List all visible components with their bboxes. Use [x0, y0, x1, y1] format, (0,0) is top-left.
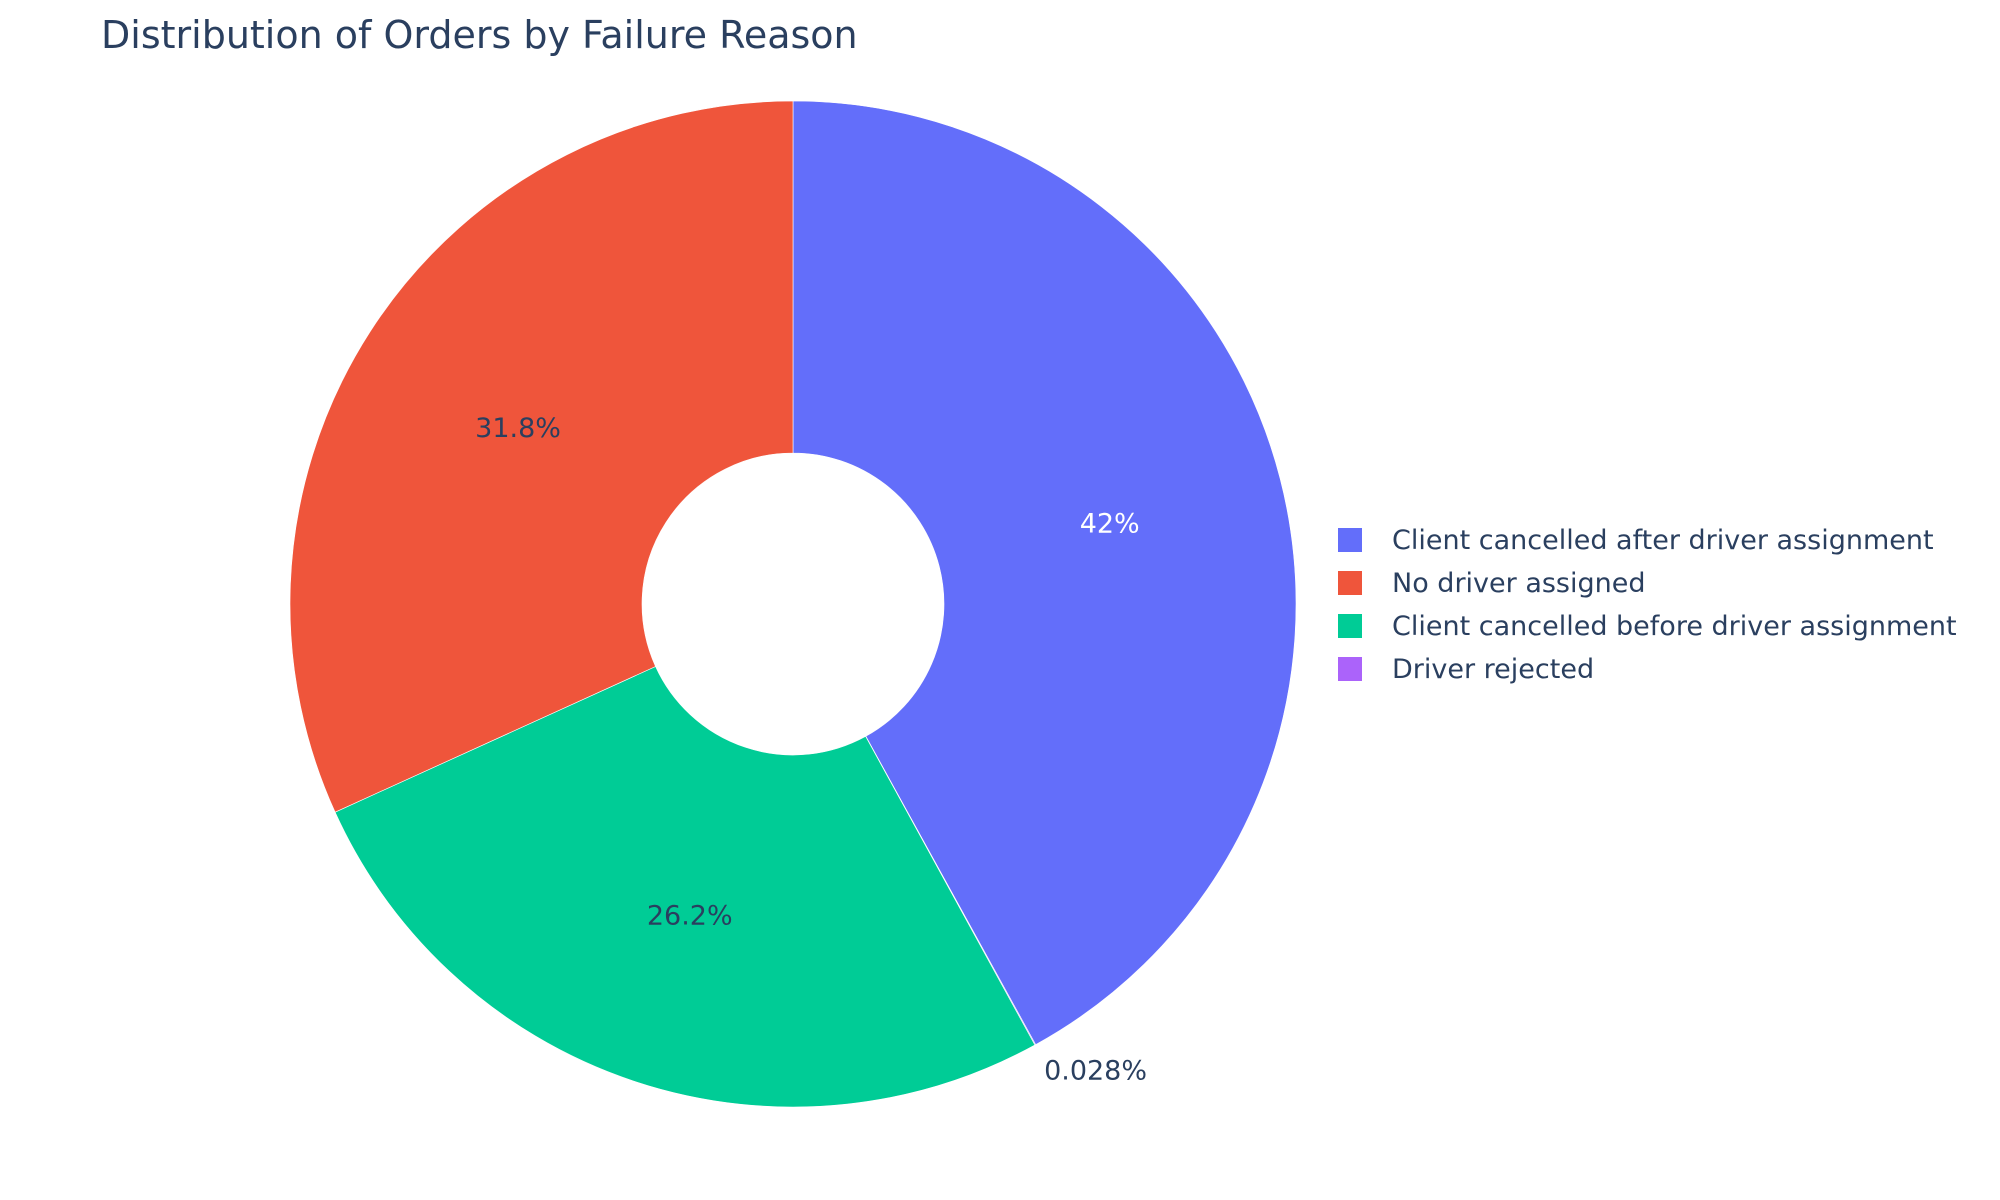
slice-label-driver-rejected: 0.028% — [1044, 1056, 1147, 1087]
legend-label: Client cancelled before driver assignmen… — [1392, 611, 1957, 642]
slice-label-client-cancelled-after-driver-assignment: 42% — [1080, 509, 1140, 540]
slice-client-cancelled-after-driver-assignment — [792, 100, 1297, 1046]
legend-item-client-cancelled-before-driver-assignment[interactable]: Client cancelled before driver assignmen… — [1338, 611, 1957, 642]
legend-swatch — [1338, 571, 1362, 595]
legend-item-driver-rejected[interactable]: Driver rejected — [1338, 654, 1594, 685]
legend-swatch — [1338, 614, 1362, 638]
slice-labels-group: 42% 0.028% 26.2% 31.8% — [475, 413, 1147, 1087]
slice-client-cancelled-before-driver-assignment — [334, 666, 1036, 1108]
legend: Client cancelled after driver assignment… — [1338, 525, 1957, 685]
slice-label-no-driver-assigned: 31.8% — [475, 413, 561, 444]
slice-no-driver-assigned — [289, 100, 794, 813]
slice-label-client-cancelled-before-driver-assignment: 26.2% — [647, 900, 733, 931]
legend-swatch — [1338, 657, 1362, 681]
legend-label: Driver rejected — [1392, 654, 1594, 685]
chart-title: Distribution of Orders by Failure Reason — [101, 13, 858, 57]
slices-group — [289, 100, 1297, 1108]
legend-label: Client cancelled after driver assignment — [1392, 525, 1934, 556]
legend-item-client-cancelled-after-driver-assignment[interactable]: Client cancelled after driver assignment — [1338, 525, 1934, 556]
legend-label: No driver assigned — [1392, 568, 1646, 599]
legend-item-no-driver-assigned[interactable]: No driver assigned — [1338, 568, 1646, 599]
legend-swatch — [1338, 528, 1362, 552]
